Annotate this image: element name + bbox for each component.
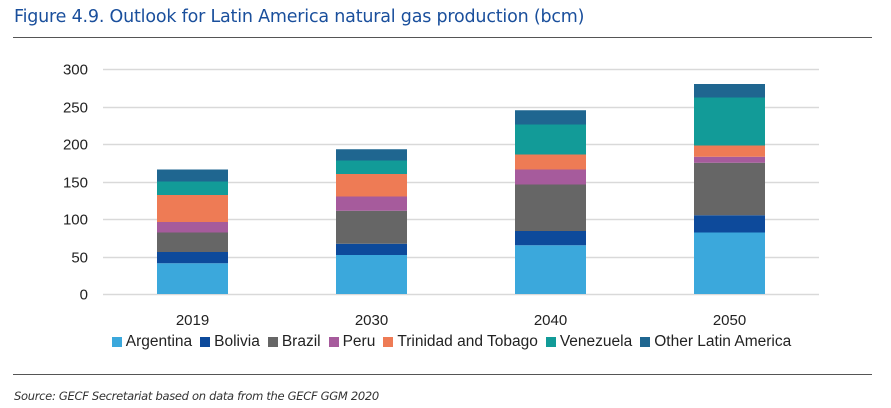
y-tick-label: 200 bbox=[63, 137, 88, 154]
bar-segment-venezuela-2030 bbox=[336, 160, 407, 174]
footer-rule bbox=[13, 374, 872, 375]
y-tick-label: 250 bbox=[63, 100, 88, 117]
y-tick-label: 50 bbox=[71, 250, 88, 267]
x-tick-label: 2050 bbox=[713, 312, 746, 329]
bar-segment-peru-2050 bbox=[694, 156, 765, 163]
bar-segment-bolivia-2030 bbox=[336, 243, 407, 255]
bar-segment-other-latin-america-2040 bbox=[515, 110, 586, 125]
legend-item: Venezuela bbox=[545, 333, 633, 351]
legend-label: Argentina bbox=[125, 333, 193, 350]
bar-segment-argentina-2040 bbox=[515, 245, 586, 294]
x-tick-label: 2030 bbox=[355, 312, 388, 329]
legend-item: Trinidad and Tobago bbox=[383, 333, 538, 351]
y-tick-label: 150 bbox=[63, 175, 88, 192]
bar-segment-trinidad-and-tobago-2030 bbox=[336, 174, 407, 197]
bar-segment-peru-2040 bbox=[515, 169, 586, 185]
y-tick-label: 100 bbox=[63, 212, 88, 229]
bar-segment-venezuela-2050 bbox=[694, 97, 765, 146]
legend-swatch bbox=[267, 337, 278, 347]
bar-segment-trinidad-and-tobago-2050 bbox=[694, 145, 765, 157]
legend-swatch bbox=[545, 337, 556, 347]
bar-segment-brazil-2030 bbox=[336, 210, 407, 244]
legend-label: Other Latin America bbox=[654, 333, 792, 350]
legend-label: Peru bbox=[342, 333, 376, 350]
legend-swatch bbox=[383, 337, 394, 347]
bar-segment-argentina-2050 bbox=[694, 232, 765, 294]
header-rule bbox=[13, 37, 872, 38]
y-tick-label: 300 bbox=[63, 62, 88, 79]
bar-segment-other-latin-america-2019 bbox=[157, 169, 228, 182]
x-tick-label: 2040 bbox=[534, 312, 567, 329]
y-axis-tick-labels: 0 50 100 150 200 250 300 bbox=[63, 62, 88, 304]
bar-segment-other-latin-america-2030 bbox=[336, 149, 407, 161]
bar-segment-argentina-2030 bbox=[336, 255, 407, 294]
y-tick-label: 0 bbox=[80, 287, 88, 304]
stacked-bar-chart: 0 50 100 150 200 250 300 2019 2030 2040 2050 bbox=[63, 62, 819, 329]
legend-item: Argentina bbox=[111, 333, 193, 351]
legend-label: Venezuela bbox=[559, 333, 633, 350]
bar-segment-bolivia-2050 bbox=[694, 215, 765, 233]
figure-title: Figure 4.9. Outlook for Latin America na… bbox=[14, 7, 585, 27]
legend-swatch bbox=[328, 337, 339, 347]
x-tick-label: 2019 bbox=[176, 312, 209, 329]
legend-label: Trinidad and Tobago bbox=[397, 333, 538, 350]
bar-segment-bolivia-2019 bbox=[157, 252, 228, 264]
bar-segment-brazil-2040 bbox=[515, 184, 586, 231]
legend-swatch bbox=[640, 337, 651, 347]
bar-segment-peru-2019 bbox=[157, 222, 228, 233]
bar-segment-venezuela-2040 bbox=[515, 124, 586, 155]
bar-segment-trinidad-and-tobago-2019 bbox=[157, 195, 228, 222]
legend-item: Bolivia bbox=[200, 333, 260, 351]
bar-segment-other-latin-america-2050 bbox=[694, 84, 765, 98]
bar-segment-trinidad-and-tobago-2040 bbox=[515, 154, 586, 170]
source-note: Source: GECF Secretariat based on data f… bbox=[14, 389, 379, 403]
chart-legend: Argentina Bolivia Brazil Peru Trinidad and T… bbox=[0, 333, 891, 351]
bar-segment-bolivia-2040 bbox=[515, 231, 586, 246]
x-axis-tick-labels: 2019 2030 2040 2050 bbox=[176, 312, 746, 329]
legend-label: Brazil bbox=[281, 333, 321, 350]
bar-segment-brazil-2019 bbox=[157, 232, 228, 252]
legend-item: Brazil bbox=[267, 333, 321, 351]
bar-segment-brazil-2050 bbox=[694, 162, 765, 216]
legend-swatch bbox=[111, 337, 122, 347]
bar-segment-venezuela-2019 bbox=[157, 181, 228, 195]
legend-item: Other Latin America bbox=[640, 333, 791, 351]
bar-segment-peru-2030 bbox=[336, 196, 407, 211]
bars bbox=[157, 84, 765, 294]
bar-segment-argentina-2019 bbox=[157, 263, 228, 294]
legend-item: Peru bbox=[328, 333, 376, 351]
legend-swatch bbox=[200, 337, 211, 347]
legend-label: Bolivia bbox=[214, 333, 260, 350]
